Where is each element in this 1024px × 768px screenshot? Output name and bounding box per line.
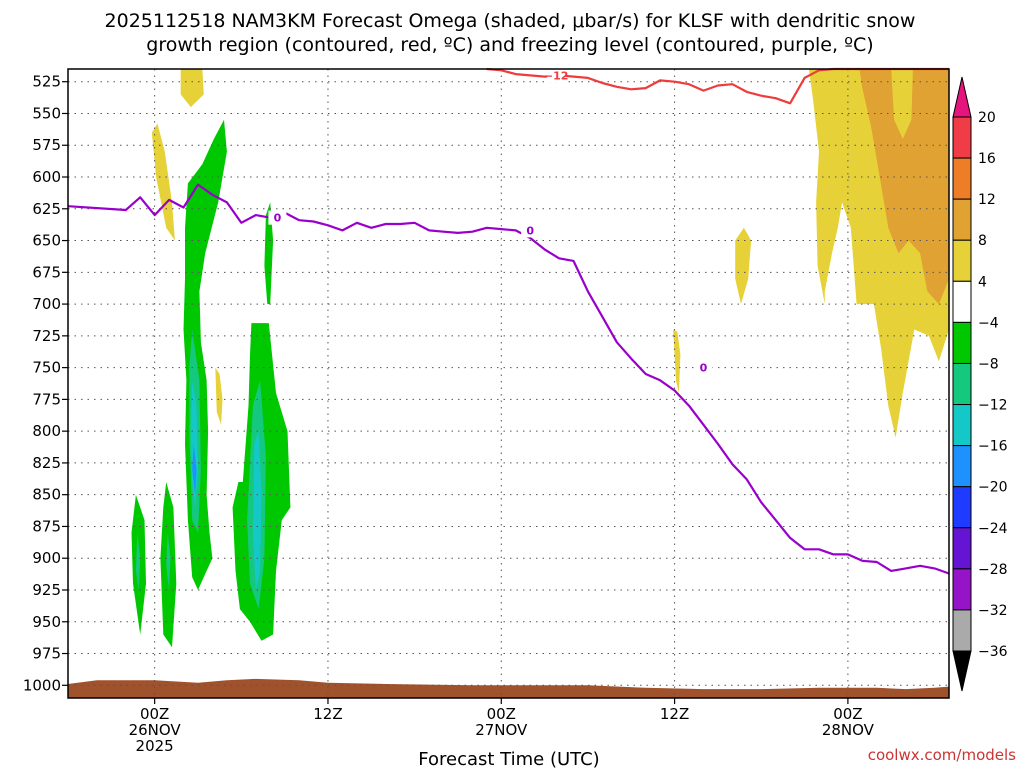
y-axis: 525 550 575 600 625 650 675 700 725 750 775 800 825 8… — [23, 73, 68, 694]
colorbar-band-5 — [952, 321, 972, 364]
freezing-level-contour-label-bg-2 — [694, 360, 713, 375]
freezing-level-contour-label-2: 0 — [700, 362, 708, 375]
colorbar-band-12 — [952, 609, 972, 652]
plot-area: −12 0 0 0 — [67, 67, 950, 699]
x-tick-label-30-1: 27NOV — [475, 721, 528, 739]
chart-title-line-1: 2025112518 NAM3KM Forecast Omega (shaded… — [105, 10, 916, 32]
x-tick-label-6-1: 26NOV — [129, 721, 182, 739]
freezing-level-contour-label-0: 0 — [274, 212, 282, 225]
omega-region-18 — [192, 443, 197, 495]
terrain-fill — [68, 678, 949, 698]
colorbar-top-triangle — [952, 76, 972, 118]
x-tick-label-42-0: 12Z — [660, 705, 689, 723]
y-tick-label-850: 850 — [32, 486, 61, 504]
y-tick-label-925: 925 — [32, 581, 61, 599]
colorbar-label-0: 20 — [978, 110, 996, 126]
colorbar-bottom-triangle — [952, 650, 972, 692]
plot-frame — [67, 68, 950, 699]
omega-region-1 — [151, 123, 175, 241]
freezing-level-contour-label-bg-1 — [521, 223, 540, 238]
chart-title-line-2: growth region (contoured, red, ºC) and f… — [146, 34, 873, 56]
colorbar-label-1: 16 — [978, 151, 996, 167]
colorbar-label-9: −20 — [978, 480, 1008, 496]
omega-region-8 — [264, 202, 274, 305]
y-tick-label-525: 525 — [32, 73, 61, 91]
y-tick-label-775: 775 — [32, 390, 61, 408]
colorbar-label-8: −16 — [978, 439, 1008, 455]
colorbar-label-5: −4 — [978, 315, 999, 331]
colorbar-label-7: −12 — [978, 398, 1008, 414]
colorbar: 20 16 12 8 4 −4 −8 −12 −16 −20 −24 −28 −32 −36 — [952, 76, 1008, 692]
omega-region-14 — [135, 532, 141, 590]
colorbar-label-12: −32 — [978, 603, 1008, 619]
omega-region-0 — [180, 69, 204, 108]
y-tick-label-750: 750 — [32, 359, 61, 377]
colorbar-label-4: 4 — [978, 274, 987, 290]
colorbar-band-10 — [952, 527, 972, 570]
x-tick-label-54-1: 28NOV — [822, 721, 875, 739]
freezing-level-contour-label-1: 0 — [526, 224, 534, 237]
y-tick-label-550: 550 — [32, 104, 61, 122]
omega-region-4 — [735, 227, 752, 305]
omega-region-17 — [252, 431, 262, 590]
colorbar-band-11 — [952, 568, 972, 611]
colorbar-band-1 — [952, 157, 972, 200]
y-tick-label-700: 700 — [32, 295, 61, 313]
colorbar-band-4 — [952, 280, 972, 323]
colorbar-band-7 — [952, 404, 972, 447]
x-axis-title: Forecast Time (UTC) — [418, 749, 599, 768]
dendritic-contour-label-0: −12 — [544, 69, 569, 82]
y-tick-label-575: 575 — [32, 136, 61, 154]
colorbar-band-6 — [952, 362, 972, 406]
x-tick-label-6-2: 2025 — [136, 737, 174, 755]
colorbar-label-13: −36 — [978, 644, 1008, 660]
omega-shading — [131, 69, 949, 648]
x-tick-label-18-0: 12Z — [313, 705, 342, 723]
y-tick-label-1000: 1000 — [23, 676, 61, 694]
colorbar-band-2 — [952, 198, 972, 241]
y-tick-label-875: 875 — [32, 517, 61, 535]
terrain — [68, 678, 949, 698]
dendritic-contour-label-bg-0 — [547, 68, 566, 83]
colorbar-label-10: −24 — [978, 521, 1008, 537]
y-tick-label-800: 800 — [32, 422, 61, 440]
y-tick-label-950: 950 — [32, 613, 61, 631]
x-tick-label-30-0: 00Z — [487, 705, 516, 723]
y-tick-label-600: 600 — [32, 168, 61, 186]
credit-text: coolwx.com/models — [868, 746, 1016, 764]
y-tick-label-825: 825 — [32, 454, 61, 472]
colorbar-label-2: 12 — [978, 192, 996, 208]
omega-region-6 — [859, 69, 949, 305]
y-tick-label-900: 900 — [32, 549, 61, 567]
colorbar-label-6: −8 — [978, 356, 999, 372]
colorbar-band-3 — [952, 239, 972, 282]
x-tick-label-54-0: 00Z — [833, 705, 862, 723]
omega-region-2 — [215, 367, 223, 425]
colorbar-label-3: 8 — [978, 233, 987, 249]
grid-lines — [68, 69, 949, 698]
colorbar-label-11: −28 — [978, 562, 1008, 578]
y-tick-label-975: 975 — [32, 645, 61, 663]
freezing-level-contour-label-bg-0 — [268, 210, 287, 225]
omega-region-3 — [673, 329, 681, 393]
y-tick-label-650: 650 — [32, 232, 61, 250]
y-tick-label-625: 625 — [32, 200, 61, 218]
omega-region-16 — [190, 380, 198, 508]
omega-region-15 — [166, 532, 171, 590]
colorbar-band-9 — [952, 486, 972, 529]
y-tick-label-675: 675 — [32, 263, 61, 281]
x-tick-label-6-0: 00Z — [140, 705, 169, 723]
freezing-level-contour-line — [67, 183, 950, 575]
y-tick-label-725: 725 — [32, 327, 61, 345]
colorbar-band-0 — [952, 116, 972, 159]
colorbar-band-8 — [952, 445, 972, 488]
